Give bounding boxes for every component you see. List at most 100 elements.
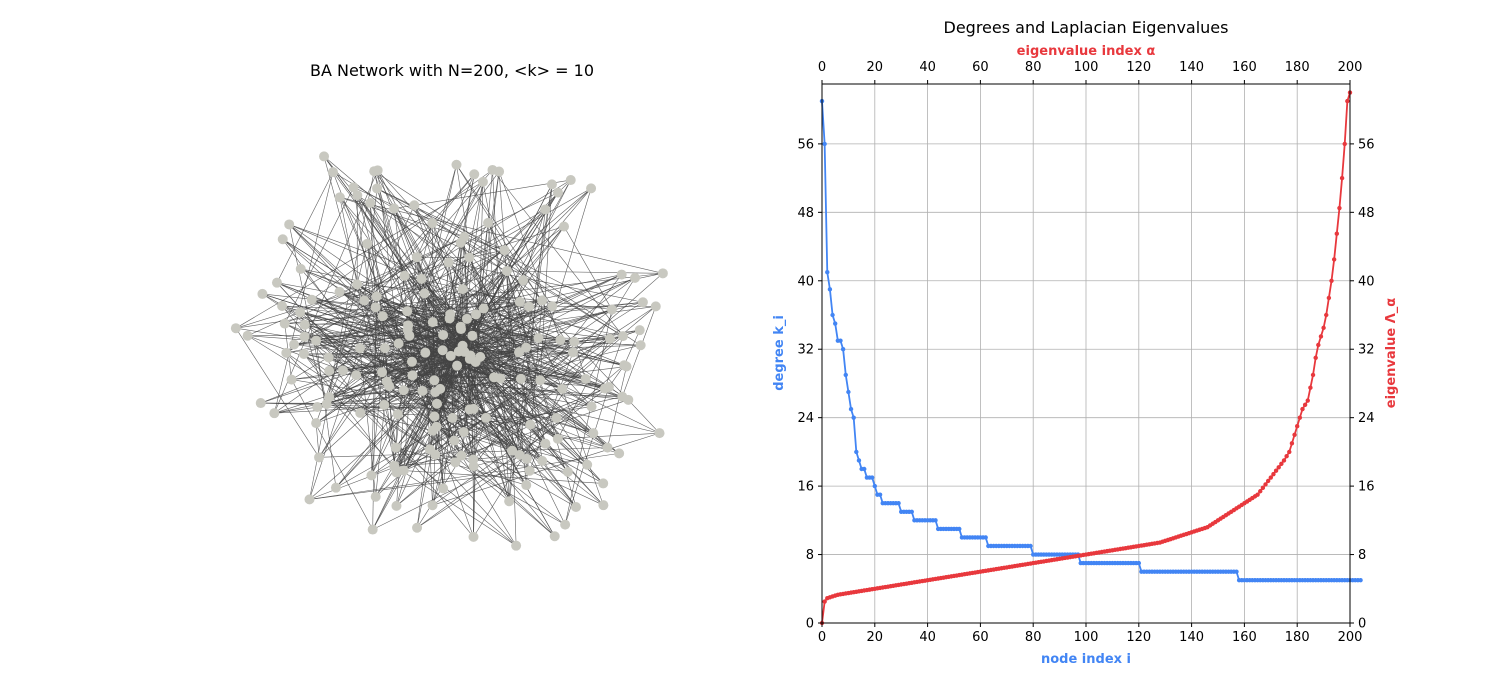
- network-node: [379, 343, 390, 354]
- network-node: [447, 412, 458, 423]
- grid-lines: [821, 84, 1351, 624]
- network-node: [437, 345, 448, 356]
- data-point-eigenvalue: [1342, 141, 1347, 147]
- data-point-eigenvalue: [1313, 355, 1318, 360]
- network-node: [515, 373, 526, 384]
- network-node: [567, 347, 578, 358]
- network-edge: [326, 403, 433, 431]
- network-node: [461, 313, 472, 324]
- network-edge: [485, 341, 575, 419]
- network-node: [352, 190, 363, 201]
- network-node: [555, 335, 566, 346]
- network-edge: [458, 351, 577, 508]
- network-edge: [309, 453, 620, 500]
- network-node: [478, 303, 489, 314]
- data-point-degree: [825, 270, 830, 275]
- y-tick-label: 40: [797, 274, 814, 289]
- network-edge: [377, 170, 399, 344]
- network-edge: [492, 169, 624, 337]
- network-node: [470, 309, 481, 320]
- network-node: [547, 301, 558, 312]
- network-nodes: [230, 151, 668, 551]
- y-tick-label: 56: [797, 137, 814, 152]
- network-node: [289, 339, 300, 350]
- x-tick-label: 140: [1179, 630, 1204, 645]
- network-node: [312, 401, 323, 412]
- network-edge: [288, 224, 327, 405]
- network-node: [445, 350, 456, 361]
- network-node: [523, 301, 534, 312]
- data-point-degree: [848, 406, 854, 412]
- data-point-degree: [909, 509, 914, 514]
- network-node: [367, 524, 378, 535]
- data-point-degree: [840, 347, 846, 352]
- network-edge: [398, 343, 527, 460]
- network-edge: [456, 164, 510, 502]
- network-edge: [262, 293, 464, 433]
- network-node: [549, 531, 560, 542]
- network-edge: [470, 309, 612, 356]
- network-node: [521, 342, 532, 353]
- network-edge: [432, 188, 592, 323]
- network-edge: [416, 417, 487, 528]
- network-edge: [422, 390, 474, 460]
- network-edge: [456, 365, 543, 462]
- network-edge: [311, 169, 493, 300]
- network-node: [362, 238, 373, 249]
- network-edge: [440, 366, 627, 390]
- x-tick-label-top: 120: [1126, 60, 1151, 75]
- network-edge: [492, 169, 510, 502]
- y-tick-label: 32: [797, 343, 814, 358]
- data-point-degree: [833, 321, 838, 326]
- network-edge: [464, 236, 624, 337]
- network-node: [616, 269, 627, 280]
- network-node: [553, 187, 564, 198]
- network-node: [417, 385, 428, 396]
- data-point-eigenvalue: [1331, 257, 1337, 262]
- x-tick-label: 120: [1126, 630, 1151, 645]
- network-node: [654, 428, 665, 439]
- data-point-eigenvalue: [1287, 449, 1292, 455]
- network-edge: [469, 409, 608, 448]
- data-point-degree: [856, 458, 862, 463]
- network-edge: [506, 270, 660, 434]
- network-edge: [371, 334, 444, 476]
- network-edge: [469, 188, 592, 258]
- network-edge: [288, 224, 410, 336]
- network-edge: [432, 314, 477, 506]
- network-edge: [442, 192, 559, 336]
- y-tick-label: 48: [797, 206, 814, 221]
- network-edge: [396, 338, 611, 507]
- network-edge: [289, 224, 620, 454]
- network-edge: [572, 273, 664, 353]
- network-node: [372, 165, 383, 176]
- y-axis-label-right: eigenvalue Λ_α: [1384, 298, 1399, 409]
- network-edge: [511, 188, 592, 451]
- network-edge: [357, 195, 520, 456]
- network-node: [475, 351, 486, 362]
- network-node: [438, 483, 449, 494]
- data-point-eigenvalue: [1276, 465, 1281, 470]
- network-node: [511, 540, 522, 551]
- network-node: [351, 370, 362, 381]
- network-edge: [291, 355, 451, 380]
- network-node: [230, 323, 241, 334]
- network-node: [455, 237, 466, 248]
- network-edge: [386, 381, 569, 473]
- network-node: [521, 480, 532, 491]
- network-node: [445, 309, 456, 320]
- network-edge: [326, 358, 470, 405]
- network-edge: [563, 226, 613, 310]
- data-point-eigenvalue: [1334, 231, 1340, 236]
- network-edge: [376, 188, 624, 337]
- y-tick-label: 24: [797, 411, 814, 426]
- series-eigenvalue: [819, 90, 1353, 626]
- network-edge: [469, 409, 604, 484]
- network-edge: [276, 171, 334, 283]
- x-tick-label-top: 160: [1232, 60, 1257, 75]
- network-node: [338, 365, 349, 376]
- data-point-eigenvalue: [1273, 468, 1279, 473]
- network-node: [495, 373, 506, 384]
- network-edge: [432, 426, 437, 506]
